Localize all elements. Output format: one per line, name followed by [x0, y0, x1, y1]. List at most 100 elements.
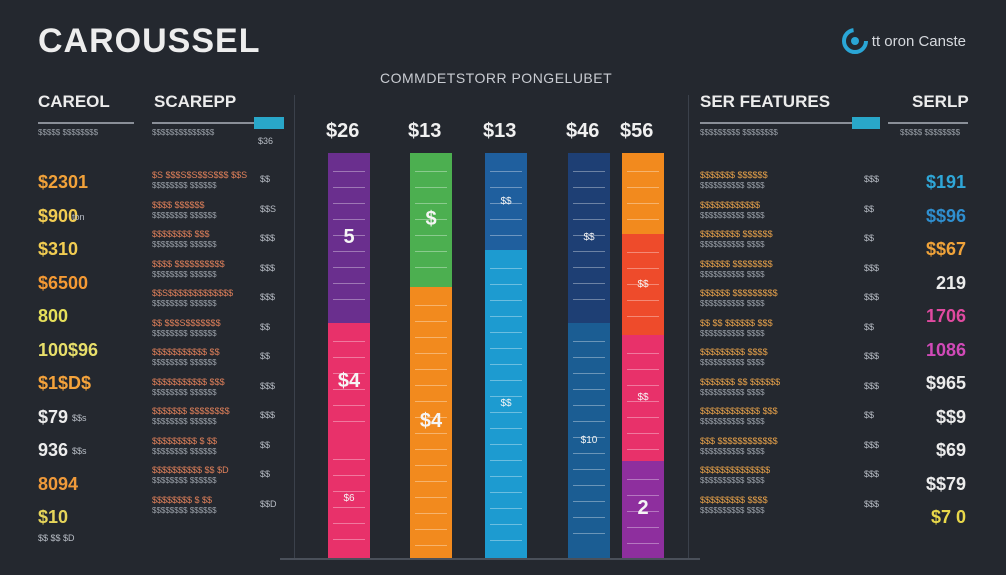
- right-row-text: $$ $$ $$$$$$ $$$: [700, 317, 773, 328]
- bar-segment: $$: [568, 153, 610, 324]
- right-col-tab[interactable]: [852, 117, 880, 129]
- right-col2-title: SERLP: [912, 92, 969, 111]
- right-col2-caption: $$$$$ $$$$$$$$: [900, 128, 961, 137]
- bar-segment-line: [415, 448, 447, 450]
- bar-segment-line: [490, 444, 522, 446]
- bar-segment-line: [573, 405, 605, 407]
- right-row-value: $$: [864, 233, 875, 243]
- bar-segment-line: [627, 433, 659, 435]
- left-row-sub: $$$$$$$$ $$$$$$: [152, 299, 217, 308]
- bar-top-label: $46: [566, 120, 600, 142]
- left-price: 100$96: [38, 339, 99, 360]
- bar-segment-label: $6: [343, 493, 355, 505]
- bar-segment-line: [490, 540, 522, 542]
- right-row-value: $$: [864, 321, 875, 332]
- bar-segment-line: [490, 171, 522, 172]
- bar-column: $ $4: [410, 153, 452, 558]
- bar-segment: $4: [410, 286, 452, 558]
- bar-segment-line: [415, 512, 447, 514]
- bar-segment-line: [333, 373, 365, 375]
- left-row-text: $$$$ $$$$$$: [152, 199, 205, 210]
- bar-segment-line: [627, 401, 659, 403]
- page-subtitle: COMMDETSTORR PONGELUBET: [380, 70, 613, 86]
- right-col1-caption: $$$$$$$$$ $$$$$$$$: [700, 128, 778, 137]
- bar-segment-line: [490, 412, 522, 414]
- bar-segment-line: [627, 449, 659, 451]
- bar-segment-line: [415, 528, 447, 530]
- bar-segment-line: [415, 235, 447, 236]
- bar-segment-line: [333, 458, 365, 460]
- left-row-sub: $$$$$$$$ $$$$$$: [152, 505, 217, 515]
- bar-segment-line: [333, 267, 365, 268]
- bar-segment-label: 2: [637, 497, 649, 520]
- left-row-value: $$$: [260, 410, 276, 420]
- bar-segment-line: [490, 187, 522, 188]
- right-col2-rule: [888, 122, 968, 124]
- bar-segment-line: [415, 187, 447, 188]
- left-row-text: $$$$$$$$$ $ $$: [152, 435, 218, 446]
- bar-segment: $10: [568, 323, 610, 558]
- left-col1-rule: [38, 122, 134, 124]
- bar-segment-line: [573, 219, 605, 220]
- right-row-sub: $$$$$$$$$$ $$$$: [700, 387, 765, 397]
- bar-segment-line: [490, 332, 522, 334]
- right-price: 1706: [925, 306, 966, 326]
- bar-segment-line: [490, 284, 522, 286]
- bar-segment-line: [333, 538, 365, 540]
- left-row-sub: $$$$$$$$ $$$$$$: [152, 269, 217, 279]
- bar-segment-line: [573, 235, 605, 236]
- bar-segment-line: [573, 283, 605, 284]
- left-price-note: $$s: [72, 412, 87, 423]
- brand-logo[interactable]: tt oron Canste: [841, 28, 966, 54]
- page-title: CAROUSSEL: [38, 22, 261, 60]
- bar-segment-line: [415, 171, 447, 172]
- left-col2-title: SCAREPP: [154, 92, 237, 111]
- bar-segment-line: [415, 352, 447, 354]
- bar-top-label: $13: [483, 120, 517, 142]
- left-row-sub: $$$$$$$$ $$$$$$: [152, 240, 217, 249]
- right-price: $$9: [935, 406, 966, 427]
- bars-baseline: [280, 558, 700, 560]
- bar-segment-line: [627, 171, 659, 172]
- left-price-note: ton: [72, 211, 85, 222]
- left-divider: [294, 95, 295, 560]
- bar-segment-line: [573, 421, 605, 423]
- right-row-sub: $$$$$$$$$$ $$$$: [700, 417, 765, 426]
- bar-segment-line: [333, 357, 365, 359]
- bar-segment-line: [333, 522, 365, 524]
- bar-segment-line: [333, 283, 365, 284]
- right-row-value: $$$: [864, 469, 880, 479]
- left-col1-title: CAREOL: [38, 92, 110, 111]
- bar-segment: 5: [328, 153, 370, 324]
- bar-column: $$ $10: [568, 153, 610, 558]
- right-price: 219: [935, 272, 966, 293]
- bar-segment: $6: [328, 440, 370, 558]
- bar-segment-line: [415, 368, 447, 370]
- bar-segment-line: [490, 524, 522, 526]
- bar-segment-line: [573, 373, 605, 375]
- left-row-value: $$: [260, 174, 271, 184]
- right-row-text: $$$$$$$$$$$$: [700, 199, 761, 210]
- bar-segment-line: [490, 492, 522, 494]
- left-row-sub: $$$$$$$$ $$$$$$: [152, 210, 217, 220]
- bar-segment-line: [627, 219, 659, 220]
- bar-segment-line: [627, 203, 659, 204]
- bar-segment-line: [627, 316, 659, 317]
- left-col3-tab[interactable]: [254, 117, 284, 129]
- bar-segment-line: [573, 389, 605, 391]
- right-row-text: $$$$$$$$$ $$$$: [700, 347, 768, 357]
- bar-segment-line: [333, 474, 365, 476]
- bar-segment-line: [490, 300, 522, 302]
- bar-segment-line: [627, 252, 659, 253]
- right-row-value: $$: [864, 203, 875, 214]
- left-price: $900: [38, 205, 79, 226]
- bar-segment-line: [573, 341, 605, 343]
- left-price: 8094: [38, 473, 79, 494]
- bar-segment-line: [627, 526, 659, 528]
- left-row-sub: $$$$$$$$ $$$$$$: [152, 417, 217, 426]
- bar-segment-line: [333, 299, 365, 300]
- bar-segment-label: $10: [580, 434, 598, 446]
- right-row-text: $$$$$$ $$$$$$$$: [700, 258, 773, 269]
- bar-segment-line: [573, 517, 605, 519]
- bar-segment-line: [415, 544, 447, 546]
